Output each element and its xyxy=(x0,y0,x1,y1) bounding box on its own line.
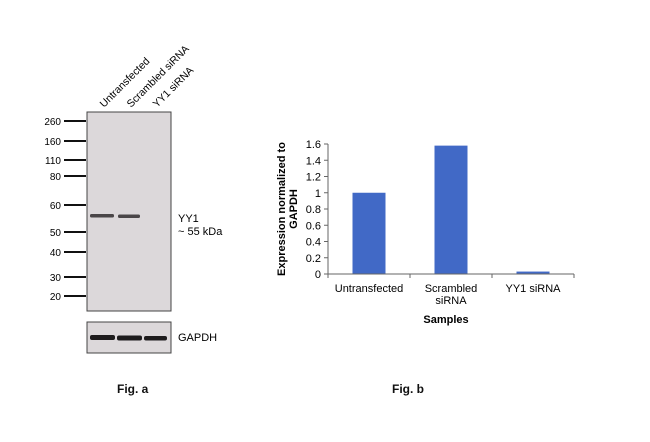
x-axis-title: Samples xyxy=(423,314,468,326)
x-axis: Untransfected Scrambled siRNA YY1 siRNA xyxy=(327,273,575,307)
y-tick-label: 0 xyxy=(315,269,321,281)
marker-label: 80 xyxy=(50,172,62,183)
x-tick-label: YY1 siRNA xyxy=(505,283,561,295)
marker-label: 50 xyxy=(50,228,62,239)
marker-label: 110 xyxy=(45,156,61,167)
y-tick-label: 1.6 xyxy=(306,139,321,151)
gapdh-band-2 xyxy=(117,335,142,341)
y-tick-label: 0.4 xyxy=(306,237,321,249)
marker-label: 20 xyxy=(50,292,62,303)
y-tick-label: 0.8 xyxy=(306,204,321,216)
marker-label: 160 xyxy=(44,137,61,148)
bar xyxy=(352,192,386,274)
gapdh-band-1 xyxy=(90,335,115,340)
marker-label: 60 xyxy=(50,201,62,212)
y-tick-label: 1 xyxy=(315,188,321,200)
marker-label: 40 xyxy=(50,248,62,259)
gapdh-band-3 xyxy=(144,336,167,341)
y-axis-title-line: Expression normalized to xyxy=(276,142,288,276)
figure-b-label: Fig. b xyxy=(392,382,424,396)
y-axis-title: Expression normalized to GAPDH xyxy=(276,142,300,276)
yy1-bands xyxy=(90,214,140,218)
band-label-yy1: YY1 xyxy=(178,213,199,225)
y-tick-label: 0.6 xyxy=(306,220,321,232)
x-tick-label: Scrambled siRNA xyxy=(425,283,478,307)
y-axis-title-line: GAPDH xyxy=(288,189,300,229)
y-tick-label: 1.2 xyxy=(306,172,321,184)
bar xyxy=(516,271,550,274)
band-label-size: ~ 55 kDa xyxy=(178,226,223,238)
y-tick-label: 0.2 xyxy=(306,253,321,265)
marker-label: 30 xyxy=(50,273,62,284)
band-scrambled xyxy=(118,214,140,218)
y-tick-label: 1.4 xyxy=(306,155,321,167)
x-tick-label: Untransfected xyxy=(335,283,403,295)
gapdh-bands xyxy=(90,335,167,341)
bar-series xyxy=(352,145,550,274)
figure-a-label: Fig. a xyxy=(117,382,149,396)
marker-label: 260 xyxy=(44,117,61,128)
bar xyxy=(434,145,468,274)
gapdh-label: GAPDH xyxy=(178,332,217,344)
band-untransfected xyxy=(90,214,114,218)
molecular-weight-markers: 260 160 110 80 60 50 40 30 20 xyxy=(44,117,86,303)
blot-panel xyxy=(86,111,172,312)
y-axis: 0 0.2 0.4 0.6 0.8 1 1.2 1.4 1.6 xyxy=(306,139,329,281)
